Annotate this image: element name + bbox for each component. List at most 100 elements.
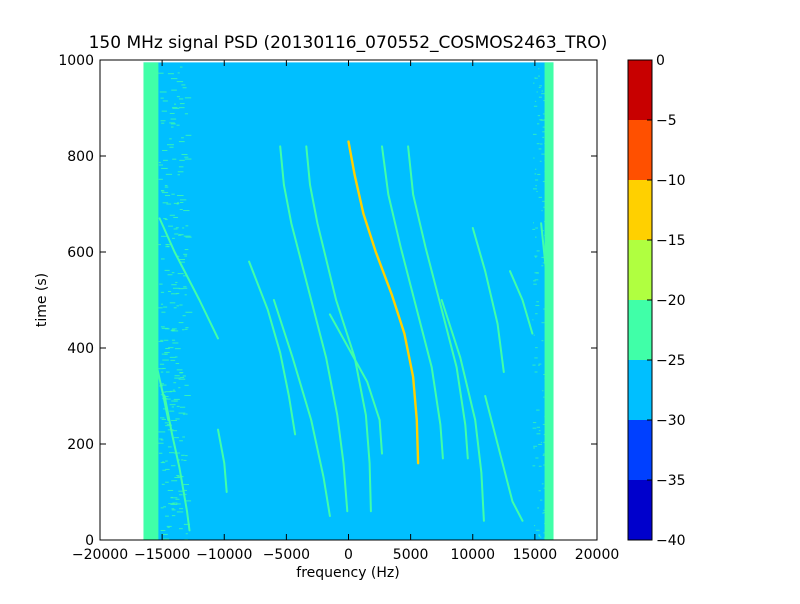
noise-speckle xyxy=(179,199,187,201)
noise-speckle xyxy=(532,422,537,424)
noise-speckle xyxy=(179,66,183,68)
noise-speckle xyxy=(161,383,164,385)
noise-speckle xyxy=(175,362,180,364)
noise-speckle xyxy=(541,93,545,95)
noise-speckle xyxy=(538,363,542,365)
noise-speckle xyxy=(544,416,548,418)
noise-speckle xyxy=(172,287,180,289)
noise-speckle xyxy=(163,339,169,341)
colorbar-segment xyxy=(628,120,652,180)
noise-speckle xyxy=(535,185,537,187)
noise-speckle xyxy=(173,307,177,309)
noise-speckle xyxy=(183,523,191,525)
noise-speckle xyxy=(535,347,538,349)
noise-speckle xyxy=(185,134,192,136)
noise-speckle xyxy=(532,465,536,467)
noise-speckle xyxy=(534,100,537,102)
noise-speckle xyxy=(160,303,164,305)
noise-speckle xyxy=(160,462,166,464)
noise-speckle xyxy=(543,206,547,208)
noise-speckle xyxy=(169,302,176,304)
noise-speckle xyxy=(159,417,165,419)
noise-speckle xyxy=(169,452,175,454)
noise-speckle xyxy=(181,137,184,139)
noise-speckle xyxy=(179,209,183,211)
noise-speckle xyxy=(178,378,186,380)
noise-speckle xyxy=(159,283,163,285)
y-tick-label: 200 xyxy=(67,437,94,453)
noise-speckle xyxy=(161,418,167,420)
noise-speckle xyxy=(534,179,539,181)
noise-speckle xyxy=(165,391,172,393)
noise-speckle xyxy=(183,253,188,255)
noise-speckle xyxy=(171,193,175,195)
y-tick-label: 1000 xyxy=(58,53,94,69)
noise-speckle xyxy=(167,446,172,448)
x-axis-label: frequency (Hz) xyxy=(296,565,399,581)
noise-speckle xyxy=(177,255,180,257)
noise-speckle xyxy=(167,489,174,491)
noise-speckle xyxy=(170,497,178,499)
noise-speckle xyxy=(539,85,543,87)
colorbar-tick-label: −10 xyxy=(656,173,686,189)
colorbar-tick-label: −35 xyxy=(656,473,686,489)
noise-speckle xyxy=(171,330,179,332)
noise-speckle xyxy=(173,437,179,439)
noise-speckle xyxy=(169,112,175,114)
noise-speckle xyxy=(538,490,541,492)
noise-speckle xyxy=(183,459,187,461)
noise-speckle xyxy=(179,304,183,306)
noise-speckle xyxy=(170,293,178,295)
x-tick-label: −20000 xyxy=(72,547,128,563)
x-tick-label: 10000 xyxy=(450,547,495,563)
noise-speckle xyxy=(170,330,175,332)
colorbar: −40 −35 −30 −25 −20 −15 −10 −5 0 xyxy=(627,53,686,549)
noise-speckle xyxy=(538,430,541,432)
noise-speckle xyxy=(536,409,540,411)
colorbar-tick-label: −30 xyxy=(656,413,686,429)
noise-speckle xyxy=(160,326,165,328)
noise-speckle xyxy=(183,484,189,486)
noise-speckle xyxy=(540,499,543,501)
noise-speckle xyxy=(544,234,546,236)
noise-speckle xyxy=(163,306,168,308)
y-axis-label: time (s) xyxy=(34,273,50,327)
signal-trace-16 xyxy=(509,270,534,335)
noise-speckle xyxy=(543,396,545,398)
noise-speckle xyxy=(168,503,175,505)
noise-speckle xyxy=(165,468,170,470)
noise-speckle xyxy=(158,164,163,166)
noise-speckle xyxy=(184,328,188,330)
noise-speckle xyxy=(159,363,165,365)
noise-speckle xyxy=(185,455,188,457)
noise-speckle xyxy=(544,171,547,173)
noise-speckle xyxy=(161,192,169,194)
noise-speckle xyxy=(542,126,545,128)
noise-speckle xyxy=(536,191,538,193)
noise-speckle xyxy=(164,194,171,196)
noise-speckle xyxy=(173,202,180,204)
noise-speckle xyxy=(171,272,175,274)
noise-speckle xyxy=(183,275,188,277)
noise-speckle xyxy=(181,153,188,155)
noise-speckle xyxy=(178,166,184,168)
noise-speckle xyxy=(161,122,165,124)
noise-speckle xyxy=(541,483,544,485)
noise-speckle xyxy=(183,286,187,288)
noise-speckle xyxy=(171,329,176,331)
noise-speckle xyxy=(164,185,168,187)
noise-speckle xyxy=(175,356,178,358)
noise-speckle xyxy=(162,202,169,204)
noise-speckle xyxy=(535,313,538,315)
noise-speckle xyxy=(158,431,166,433)
noise-speckle xyxy=(533,447,536,449)
noise-speckle xyxy=(165,173,173,175)
noise-speckle xyxy=(532,319,534,321)
noise-speckle xyxy=(542,423,546,425)
colorbar-tick-label: −20 xyxy=(656,293,686,309)
noise-speckle xyxy=(543,487,546,489)
noise-speckle xyxy=(170,359,176,361)
noise-speckle xyxy=(176,511,184,513)
noise-speckle xyxy=(158,178,163,180)
